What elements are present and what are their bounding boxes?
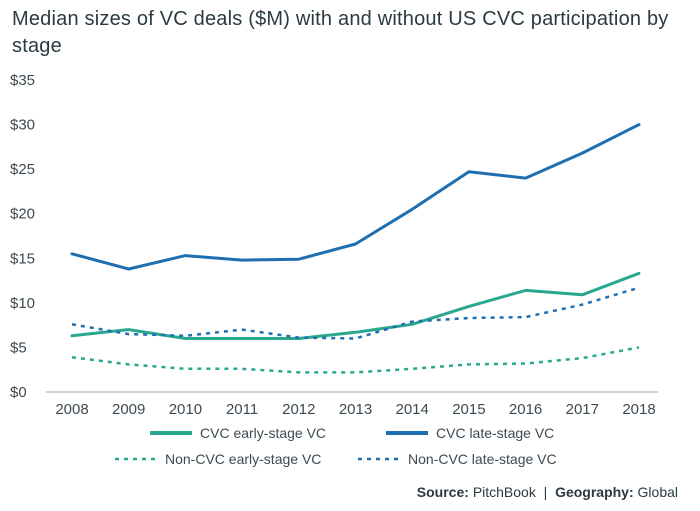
- series-line: [71, 346, 640, 374]
- geography-value: Global: [637, 484, 678, 500]
- legend-label: Non-CVC early-stage VC: [165, 451, 321, 467]
- y-tick-label: $5: [10, 339, 27, 356]
- legend-label: Non-CVC late-stage VC: [408, 451, 557, 467]
- geography-label: Geography:: [555, 484, 634, 500]
- chart-title: Median sizes of VC deals ($M) with and w…: [12, 8, 669, 57]
- x-tick-label: 2008: [55, 401, 88, 418]
- x-tick-label: 2012: [282, 401, 315, 418]
- source-separator: |: [543, 484, 548, 500]
- legend-item: Non-CVC early-stage VC: [115, 451, 321, 467]
- series-lines: [70, 123, 641, 374]
- x-tick-label: 2015: [452, 401, 485, 418]
- x-tick-label: 2009: [112, 401, 145, 418]
- x-axis-ticks: 2008 2009 2010 2011 2012 2013 2014 2015 2016 2017…: [55, 401, 655, 418]
- x-tick-label: 2011: [226, 401, 258, 418]
- y-tick-label: $20: [10, 206, 35, 223]
- y-tick-label: $35: [10, 72, 35, 89]
- legend: CVC early-stage VC CVC late-stage VC Non-C…: [115, 425, 557, 467]
- legend-item: CVC early-stage VC: [150, 425, 326, 441]
- source-value: PitchBook: [472, 484, 536, 500]
- legend-label: CVC early-stage VC: [200, 425, 326, 441]
- legend-label: CVC late-stage VC: [436, 425, 554, 441]
- y-tick-label: $25: [10, 161, 35, 178]
- legend-item: Non-CVC late-stage VC: [358, 451, 557, 467]
- x-tick-label: 2018: [622, 401, 655, 418]
- source-note: Source: PitchBook | Geography: Global: [417, 484, 678, 500]
- series-line: [70, 123, 641, 271]
- series-line: [71, 286, 640, 340]
- y-tick-label: $0: [10, 384, 27, 401]
- series-line: [70, 271, 641, 340]
- source-label: Source:: [416, 484, 469, 500]
- y-tick-label: $10: [10, 295, 35, 312]
- y-axis-ticks: $0 $5 $10 $15 $20 $25 $30 $35: [10, 72, 35, 401]
- y-tick-label: $30: [10, 117, 35, 134]
- x-tick-label: 2010: [169, 401, 202, 418]
- x-tick-label: 2013: [339, 401, 372, 418]
- x-tick-label: 2014: [396, 401, 429, 418]
- x-tick-label: 2017: [566, 401, 599, 418]
- legend-item: CVC late-stage VC: [386, 425, 554, 441]
- x-tick-label: 2016: [509, 401, 542, 418]
- y-tick-label: $15: [10, 250, 35, 267]
